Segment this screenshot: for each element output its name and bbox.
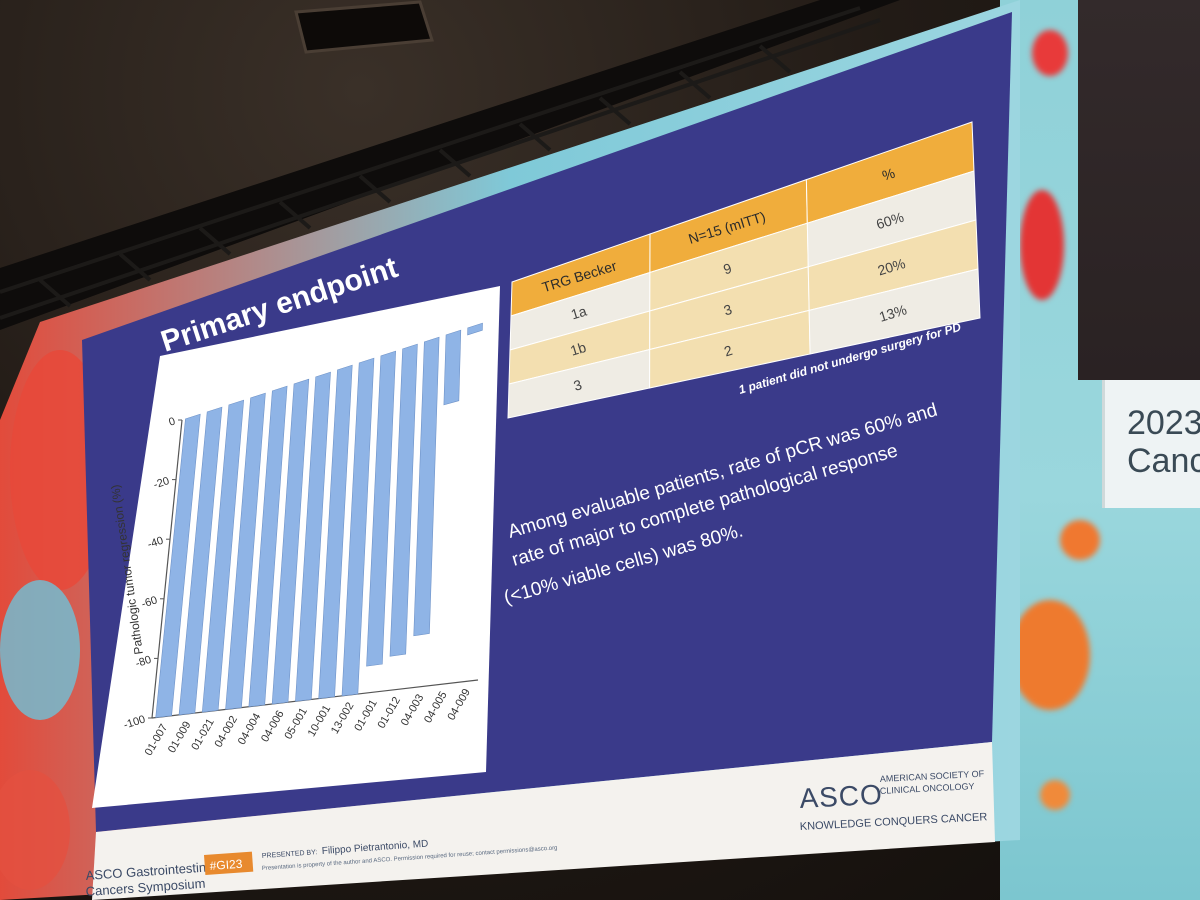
y-tick-label: -80	[134, 654, 153, 670]
table-cell-text: 20%	[876, 255, 907, 278]
bar-04-005	[443, 329, 462, 406]
decor-blob	[1032, 30, 1068, 76]
table-cell	[808, 268, 981, 355]
bar-01-012	[389, 343, 418, 657]
bar-01-007	[155, 413, 201, 718]
asco-wordmark: ASCO	[799, 779, 884, 814]
bar-04-006	[271, 378, 310, 705]
decor-blob	[1040, 780, 1070, 810]
bar-04-002	[225, 392, 266, 710]
bar-10-001	[318, 364, 353, 699]
table-cell-text: 13%	[877, 301, 908, 324]
side-screen-card: 2023 Cance	[1102, 380, 1200, 508]
bar-04-004	[248, 385, 288, 708]
bar-01-009	[178, 406, 223, 716]
bar-04-003	[413, 336, 440, 637]
side-card-year: 2023	[1127, 404, 1200, 442]
slide-footer	[92, 742, 995, 900]
ceiling-truss	[0, 0, 900, 330]
bar-05-001	[295, 371, 331, 702]
y-tick-label: 0	[167, 415, 177, 428]
decor-blob	[1060, 520, 1100, 560]
y-tick-label: -40	[146, 535, 165, 551]
table-cell-text: 60%	[874, 209, 905, 232]
decor-blob	[1010, 600, 1090, 710]
bar-01-021	[201, 399, 245, 713]
bar-04-009	[467, 322, 483, 336]
presented-by-label: PRESENTED BY:	[262, 849, 318, 860]
y-axis-line	[151, 419, 183, 719]
table-cell-text: 1a	[569, 303, 589, 323]
asco-society-line2: CLINICAL ONCOLOGY	[880, 781, 975, 796]
bar-01-001	[366, 350, 396, 667]
table-cell-text: 1b	[568, 339, 588, 359]
slide-footer-content: ASCO Gastrointestinal Cancers Symposium …	[85, 839, 558, 899]
bar-13-002	[341, 357, 375, 697]
hashtag: #GI23	[209, 857, 243, 873]
side-screen-dark-area	[1078, 0, 1200, 380]
y-tick-label: -60	[140, 594, 159, 610]
table-header-text: %	[880, 165, 897, 184]
y-tick-label: -20	[152, 475, 171, 491]
hashtag-badge	[204, 851, 254, 875]
decor-blob	[1020, 190, 1064, 300]
side-card-word: Cance	[1127, 442, 1200, 480]
